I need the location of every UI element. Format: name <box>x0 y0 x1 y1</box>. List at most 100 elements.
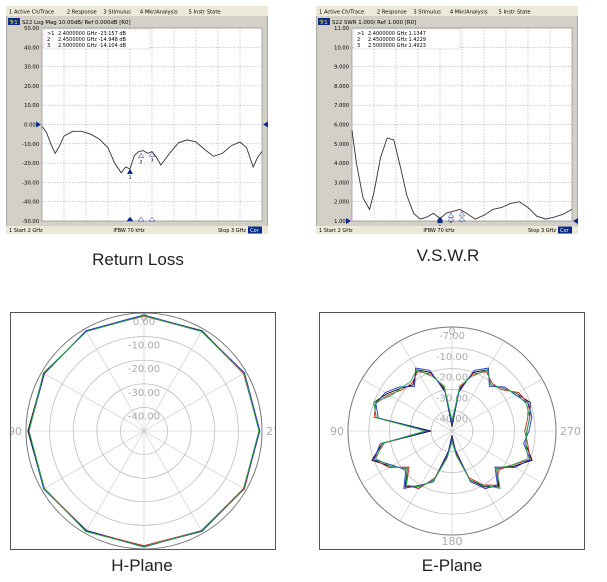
trace-line <box>351 130 573 220</box>
trace-header: S22 Log Mag 10.00dB/ Ref 0.000dB [R0] <box>22 20 131 26</box>
y-tick-label: 11.00 <box>334 26 349 32</box>
y-tick-label: -30.00 <box>22 180 39 186</box>
marker-readout-label: 3 <box>47 43 50 49</box>
polar-spoke <box>84 328 145 432</box>
footer-start: 1 Start 2 GHz <box>9 228 43 234</box>
vswr-panel: 1 Active Ch/Trace 2 Response 3 Stimulus 4 M… <box>315 5 579 235</box>
y-tick-label: 7.000 <box>334 103 349 109</box>
y-tick-label: 10.00 <box>334 45 349 51</box>
ref-marker-left <box>346 218 351 224</box>
polar-spoke <box>451 340 505 432</box>
polar-spoke <box>451 378 543 432</box>
marker-readout <box>353 28 461 50</box>
e-plane-caption: E-Plane <box>421 556 483 575</box>
menu-item-3: 3 Stimulus <box>413 10 441 16</box>
angle-label-90: 90 <box>11 425 22 438</box>
polar-spoke <box>451 430 543 484</box>
analyzer-menu-bar <box>6 6 268 16</box>
angle-label-0: 0 <box>141 313 148 324</box>
bottom-marker <box>447 216 455 222</box>
y-tick-label: 20.00 <box>24 84 39 90</box>
return-loss-caption: Return Loss <box>92 250 184 269</box>
y-tick-label: 3.000 <box>334 180 349 186</box>
polar-ring-label: -40.00 <box>128 411 160 422</box>
menu-item-2: 2 Response <box>67 10 97 16</box>
angle-label-180: 180 <box>442 535 463 548</box>
trace-marker-number: 2 <box>140 159 143 165</box>
marker-readout-label: 3 <box>357 43 360 49</box>
return-loss-chart: 1 Active Ch/Trace 2 Response 3 Stimulus 4 M… <box>5 5 269 235</box>
e-plane-panel: -7.00 -10.00 -20.00 -30.00 -40.00 0 90 180 270 <box>319 312 585 550</box>
ref-marker-right <box>263 121 268 128</box>
polar-ring-label: 0.00 <box>133 317 155 328</box>
vswr-caption: V.S.W.R <box>416 246 480 265</box>
marker-readout-label: >1 <box>357 31 364 37</box>
marker-readout-label: 2 <box>357 37 360 43</box>
polar-spoke <box>143 430 204 534</box>
marker-readout-value: 2.4000000 GHz 1.1347 <box>368 31 426 37</box>
y-tick-label: 30.00 <box>24 65 39 71</box>
trace-marker <box>458 210 466 217</box>
polar-series-line <box>373 369 531 489</box>
y-tick-label: 50.00 <box>24 26 39 32</box>
trace-badge-label: Tr1 <box>319 20 328 26</box>
menu-item-5: 5 Instr State <box>189 10 221 16</box>
analyzer-footer <box>6 226 268 234</box>
polar-ring-label: -30.00 <box>128 388 160 399</box>
menu-item-4: 4 Mkr/Analysis <box>140 10 178 16</box>
polar-series-line <box>28 315 260 548</box>
angle-label-270: 270 <box>266 425 275 438</box>
polar-ring-label: -7.00 <box>439 331 465 342</box>
trace-marker <box>137 152 145 159</box>
polar-ring-label: -20.00 <box>128 364 160 375</box>
marker-readout-label: 2 <box>47 37 50 43</box>
bottom-marker <box>436 216 444 222</box>
ref-marker-right <box>573 218 578 224</box>
trace-badge <box>8 18 20 25</box>
trace-marker-number: 2 <box>450 219 453 225</box>
footer-badge-label: Cor <box>250 228 260 234</box>
y-tick-label: -50.00 <box>22 219 39 225</box>
menu-item-5: 5 Instr State <box>499 10 531 16</box>
marker-readout-label: >1 <box>47 31 54 37</box>
menu-item-1: 1 Active Ch/Trace <box>319 10 364 16</box>
trace-marker-number: 1 <box>129 175 132 181</box>
marker-readout-value: 2.4500000 GHz 1.4229 <box>368 37 426 43</box>
marker-readout-value: 2.4000000 GHz -23.157 dB <box>58 31 127 37</box>
angle-label-90: 90 <box>330 425 344 438</box>
y-tick-label: 5.000 <box>334 142 349 148</box>
trace-marker <box>148 151 156 157</box>
bottom-marker <box>126 216 134 222</box>
polar-spoke <box>41 430 145 491</box>
trace-badge <box>318 18 330 25</box>
marker-readout-value: 2.5000000 GHz -14.104 dB <box>58 43 127 49</box>
return-loss-panel: 1 Active Ch/Trace 2 Response 3 Stimulus 4 M… <box>5 5 269 235</box>
trace-marker <box>126 168 134 174</box>
menu-item-4: 4 Mkr/Analysis <box>450 10 488 16</box>
analyzer-footer <box>316 226 578 234</box>
polar-spoke <box>361 430 453 484</box>
trace-marker-number: 3 <box>151 158 154 164</box>
trace-badge-label: Tr1 <box>9 20 18 26</box>
angle-label-0: 0 <box>449 325 456 338</box>
y-tick-label: -20.00 <box>22 161 39 167</box>
polar-ring-label: -20.00 <box>436 373 468 384</box>
polar-spoke <box>143 328 204 432</box>
menu-item-1: 1 Active Ch/Trace <box>9 10 54 16</box>
polar-ring-label: -10.00 <box>436 352 468 363</box>
footer-ifbw: IFBW 70 kHz <box>423 228 455 234</box>
y-tick-label: 0.000 <box>24 123 39 129</box>
y-tick-label: 1.000 <box>334 219 349 225</box>
y-tick-label: 9.000 <box>334 65 349 71</box>
polar-spoke <box>84 430 145 534</box>
trace-line <box>41 126 263 174</box>
trace-header: S22 SWR 1.000/ Ref 1.000 [R0] <box>332 20 416 26</box>
bottom-marker <box>458 216 466 222</box>
y-tick-label: 10.00 <box>24 103 39 109</box>
bottom-marker <box>148 216 156 222</box>
h-plane-caption: H-Plane <box>111 556 173 575</box>
polar-spoke <box>399 340 453 432</box>
polar-ring-label: -10.00 <box>128 341 160 352</box>
ref-marker-left <box>36 121 41 128</box>
